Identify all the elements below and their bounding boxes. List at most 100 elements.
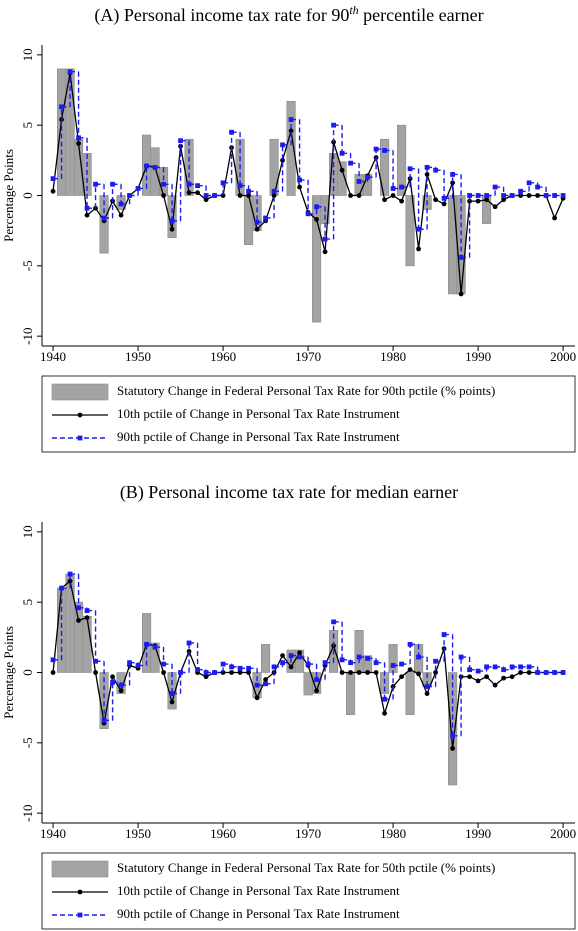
step-marker: [297, 177, 302, 183]
line-marker: [518, 670, 523, 675]
bar: [295, 649, 305, 673]
step-marker: [518, 188, 523, 194]
line-marker: [382, 197, 387, 203]
line-marker: [237, 670, 243, 675]
line-marker: [348, 670, 353, 675]
legend-label: 90th pctile of Change in Personal Tax Ra…: [117, 906, 400, 921]
step-marker: [433, 658, 438, 664]
step-marker: [220, 661, 226, 667]
step-marker: [237, 183, 243, 189]
step-marker: [50, 657, 56, 663]
chart-title: (A) Personal income tax rate for 90th pe…: [94, 3, 483, 26]
legend-label: 10th pctile of Change in Personal Tax Ra…: [117, 406, 400, 421]
step-marker: [50, 176, 56, 182]
step-marker: [390, 663, 396, 668]
bar: [354, 174, 364, 196]
step-marker: [169, 691, 175, 696]
step-marker: [314, 204, 319, 210]
line-marker: [365, 670, 370, 675]
step-marker: [237, 665, 243, 671]
line-marker: [501, 675, 506, 681]
step-marker: [280, 660, 285, 666]
step-marker: [127, 193, 132, 198]
line-marker: [535, 193, 540, 198]
line-marker: [526, 670, 532, 675]
x-tick-label: 1990: [465, 349, 491, 364]
step-marker: [450, 172, 455, 177]
line-marker: [424, 691, 430, 696]
line-marker: [450, 746, 455, 751]
line-marker: [169, 226, 175, 232]
y-tick-label: 0: [20, 669, 35, 676]
step-marker: [322, 236, 328, 242]
line-marker: [484, 674, 489, 680]
line-marker: [186, 190, 192, 196]
step-marker: [110, 181, 115, 187]
line-marker: [348, 193, 353, 198]
step-marker: [263, 215, 268, 221]
step-marker: [297, 654, 302, 660]
step-marker: [135, 186, 141, 191]
step-marker: [373, 660, 379, 666]
y-axis-label: Percentage Points: [1, 149, 16, 242]
step-marker: [382, 696, 387, 702]
step-marker: [475, 668, 481, 674]
step-marker: [373, 146, 379, 152]
bar: [405, 672, 415, 715]
step-marker: [118, 682, 124, 688]
line-marker: [203, 674, 209, 680]
line-marker: [492, 204, 498, 210]
step-marker: [399, 184, 404, 190]
line-marker: [526, 193, 532, 198]
line-marker: [118, 212, 124, 218]
bar: [354, 630, 364, 673]
bar: [312, 195, 322, 323]
step-marker: [492, 664, 498, 670]
x-tick-label: 1960: [210, 826, 236, 841]
y-tick-label: 10: [20, 525, 35, 538]
bar: [244, 195, 254, 246]
bar: [448, 672, 458, 786]
step-marker: [416, 226, 421, 232]
x-tick-label: 1960: [210, 349, 236, 364]
bar: [82, 615, 92, 673]
line-marker: [399, 674, 404, 680]
bar: [337, 161, 347, 196]
step-marker: [543, 193, 549, 198]
step-marker: [458, 254, 464, 260]
legend-swatch: [51, 860, 109, 878]
step-marker: [305, 211, 311, 217]
step-marker: [526, 664, 532, 670]
line-marker: [399, 198, 404, 204]
x-tick-label: 2000: [550, 349, 576, 364]
x-tick-label: 1980: [380, 826, 406, 841]
step-marker: [203, 193, 209, 198]
step-marker: [101, 717, 107, 723]
step-marker: [161, 181, 166, 187]
line-marker: [297, 184, 302, 190]
line-marker: [390, 193, 396, 198]
bar: [405, 195, 415, 267]
line-marker: [433, 197, 438, 203]
step-marker: [509, 664, 515, 670]
line-marker: [501, 197, 506, 203]
line-marker: [246, 193, 251, 198]
line-marker: [475, 678, 481, 684]
step-marker: [118, 201, 124, 207]
line-marker: [237, 193, 243, 198]
line-marker: [356, 670, 362, 675]
step-marker: [203, 670, 209, 675]
step-marker: [484, 664, 489, 670]
title-text: percentile earner: [359, 5, 484, 25]
step-marker: [535, 184, 540, 190]
bar: [150, 147, 160, 196]
x-tick-label: 2000: [550, 826, 576, 841]
step-marker: [93, 181, 98, 187]
step-marker: [433, 167, 438, 173]
step-marker: [331, 122, 336, 128]
legend-label: Statutory Change in Federal Personal Tax…: [117, 860, 495, 875]
bar: [65, 68, 75, 196]
line-marker: [416, 246, 421, 252]
step-marker: [59, 585, 64, 591]
